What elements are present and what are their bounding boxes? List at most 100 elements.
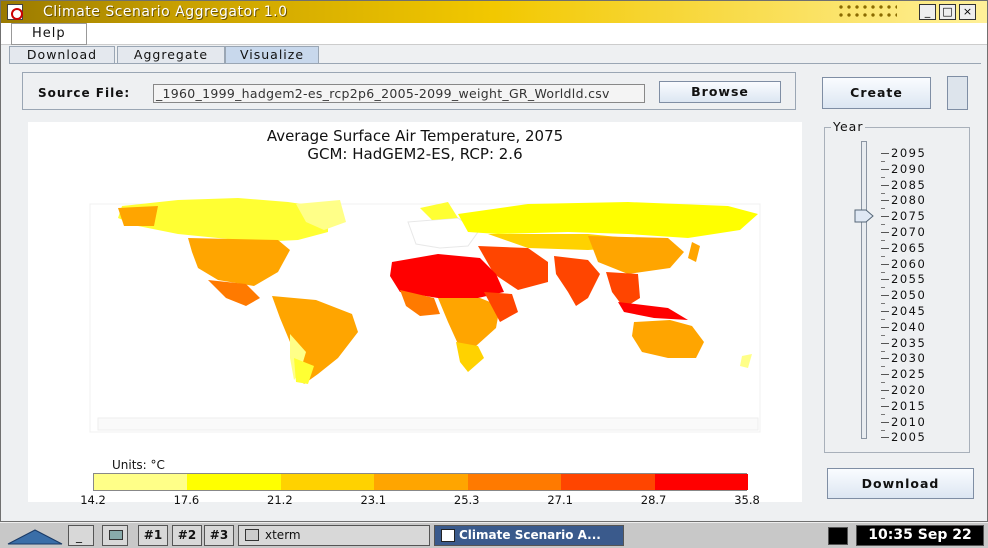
title-bar[interactable]: Climate Scenario Aggregator 1.0 _ □ ×: [1, 1, 987, 23]
year-tick-label: 2025: [891, 367, 927, 382]
color-legend: [93, 473, 748, 491]
year-minor-tick: [881, 429, 885, 431]
legend-swatch: [374, 474, 468, 490]
legend-value: 35.8: [734, 493, 760, 507]
year-minor-tick: [881, 318, 885, 320]
year-tick-label: 2030: [891, 351, 927, 366]
taskbar-app[interactable]: Climate Scenario A...: [434, 525, 624, 546]
year-minor-tick: [881, 208, 885, 210]
year-tick-label: 2075: [891, 209, 927, 224]
year-tick: [881, 216, 889, 218]
year-minor-tick: [881, 255, 885, 257]
app-task-label: Climate Scenario A...: [459, 528, 601, 542]
taskbar-xterm[interactable]: xterm: [238, 525, 430, 546]
tab-download[interactable]: Download: [9, 46, 115, 64]
map-antarctica: [97, 417, 759, 431]
legend-swatch: [280, 474, 375, 490]
menu-help[interactable]: Help: [11, 23, 87, 45]
legend-value: 25.3: [453, 493, 480, 507]
map-middle-east: [478, 246, 548, 290]
year-tick-label: 2010: [891, 414, 927, 429]
tab-visualize[interactable]: Visualize: [225, 46, 319, 64]
year-minor-tick: [881, 160, 885, 162]
year-tick-label: 2065: [891, 240, 927, 255]
map-scandinavia: [420, 202, 458, 220]
year-slider-track[interactable]: [861, 141, 867, 439]
map-japan: [688, 242, 700, 262]
year-minor-tick: [881, 239, 885, 241]
year-tick-label: 2095: [891, 146, 927, 160]
map-southern-africa: [456, 342, 484, 372]
xterm-icon: [245, 529, 259, 541]
close-button[interactable]: ×: [959, 4, 976, 20]
legend-swatch: [654, 474, 748, 490]
year-tick: [881, 200, 889, 202]
year-tick-label: 2085: [891, 177, 927, 192]
year-minor-tick: [881, 176, 885, 178]
map-usa: [188, 238, 290, 286]
year-tick: [881, 374, 889, 376]
year-tick: [881, 247, 889, 249]
maximize-button[interactable]: □: [939, 4, 956, 20]
year-tick: [881, 279, 889, 281]
year-minor-tick: [881, 413, 885, 415]
year-tick: [881, 342, 889, 344]
browse-button[interactable]: Browse: [659, 81, 781, 103]
workspace-2[interactable]: #2: [172, 525, 202, 546]
year-minor-tick: [881, 192, 885, 194]
legend-swatch: [187, 474, 281, 490]
minimize-button[interactable]: _: [919, 4, 936, 20]
create-button[interactable]: Create: [822, 77, 931, 109]
main-window: Climate Scenario Aggregator 1.0 _ □ × He…: [0, 0, 988, 522]
year-tick: [881, 390, 889, 391]
legend-value: 17.6: [173, 493, 200, 507]
year-tick: [881, 326, 889, 328]
menu-bar: Help: [1, 23, 987, 45]
map-indonesia: [618, 302, 688, 320]
desktop-button[interactable]: _: [68, 525, 94, 546]
source-file-label: Source File:: [38, 86, 131, 100]
monitor-icon[interactable]: [102, 525, 128, 546]
workspace-3[interactable]: #3: [204, 525, 234, 546]
year-tick: [881, 232, 889, 233]
taskbar: _ #1 #2 #3 xterm Climate Scenario A... 1…: [0, 522, 988, 548]
year-minor-tick: [881, 350, 885, 352]
year-minor-tick: [881, 334, 885, 336]
year-tick: [881, 437, 889, 439]
legend-labels: 14.2 17.6 21.2 23.1 25.3 27.1 28.7 35.8: [28, 493, 802, 507]
source-file-input[interactable]: _1960_1999_hadgem2-es_rcp2p6_2005-2099_w…: [153, 84, 645, 103]
year-tick-label: 2090: [891, 161, 927, 176]
year-tick-label: 2060: [891, 256, 927, 271]
map-se-asia: [606, 272, 640, 308]
year-tick: [881, 311, 889, 312]
tray-icon[interactable]: [828, 527, 848, 545]
legend-value: 23.1: [360, 493, 387, 507]
year-tick: [881, 168, 889, 170]
legend-value: 27.1: [547, 493, 573, 507]
year-slider-thumb[interactable]: [854, 209, 874, 223]
year-minor-tick: [881, 224, 885, 226]
year-tick-label: 2005: [891, 430, 927, 445]
map-alaska: [118, 206, 158, 226]
year-minor-tick: [881, 271, 885, 273]
tab-aggregate[interactable]: Aggregate: [117, 46, 225, 64]
year-tick-label: 2080: [891, 193, 927, 208]
year-label: Year: [831, 119, 866, 134]
year-ticks: [881, 141, 891, 441]
map-china: [588, 236, 684, 274]
app-task-icon: [441, 529, 455, 542]
download-button[interactable]: Download: [827, 468, 974, 499]
workspace-1[interactable]: #1: [138, 525, 168, 546]
year-tick: [881, 153, 889, 154]
tab-divider: [9, 63, 981, 64]
year-minor-tick: [881, 397, 885, 399]
clock: 10:35 Sep 22: [856, 525, 984, 546]
year-panel: [824, 127, 970, 453]
year-tick: [881, 263, 889, 265]
legend-swatch: [561, 474, 655, 490]
year-tick-label: 2035: [891, 335, 927, 350]
map-north-africa: [390, 254, 504, 298]
world-map: [89, 198, 761, 433]
start-menu-icon[interactable]: [6, 526, 64, 546]
source-file-panel: Source File: _1960_1999_hadgem2-es_rcp2p…: [22, 72, 796, 110]
